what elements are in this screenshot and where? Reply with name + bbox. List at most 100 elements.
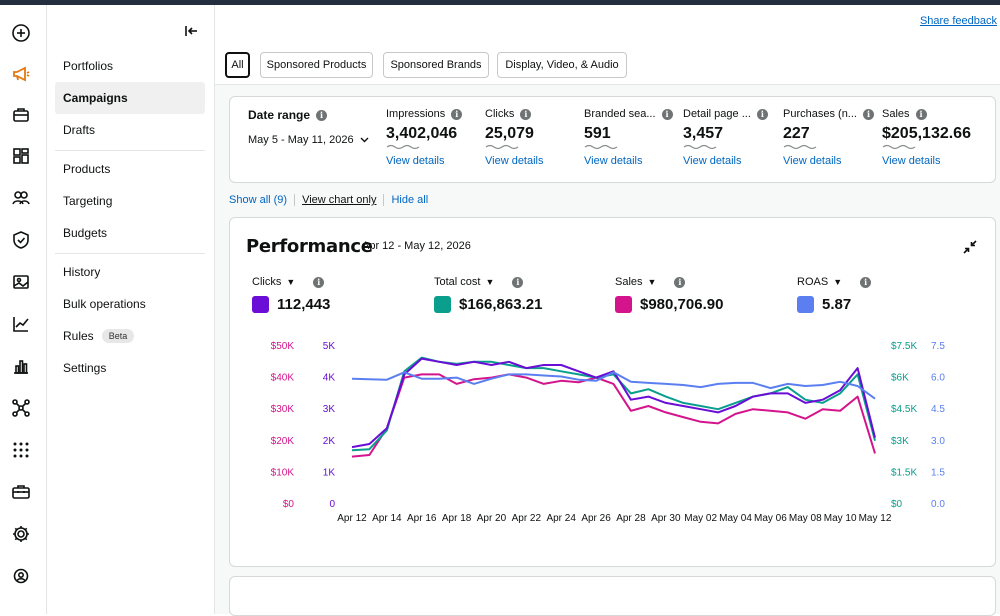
metric-label: Purchases (n... [783,108,857,120]
sidebar-divider [55,150,205,151]
sidebar-item-settings[interactable]: Settings [63,361,107,375]
x-axis-tick: May 08 [789,513,822,524]
perf-metric-clicks[interactable]: Clicks ▼ i 112,443 [252,276,330,313]
sidebar-item-campaigns[interactable]: Campaigns [55,82,205,114]
x-axis-tick: Apr 22 [512,513,542,524]
shield-icon[interactable] [10,229,32,251]
sidebar-item-budgets[interactable]: Budgets [63,226,108,240]
info-icon[interactable]: i [915,108,927,120]
sales-axis-tick: $40K [271,373,295,384]
tab-sponsored-products[interactable]: Sponsored Products [260,52,373,78]
view-details-link[interactable]: View details [386,155,445,167]
grid-icon[interactable] [10,145,32,167]
metric-label: Sales [882,108,910,120]
x-axis-tick: May 04 [719,513,752,524]
roas-axis-tick: 1.5 [931,467,945,478]
sparkline-icon [783,144,817,150]
view-details-link[interactable]: View details [783,155,842,167]
megaphone-icon[interactable] [10,63,32,85]
metric-value: 3,402,046 [386,125,458,142]
view-details-link[interactable]: View details [882,155,941,167]
perf-metric-roas[interactable]: ROAS ▼ i 5.87 [797,276,872,313]
briefcase-icon[interactable] [10,104,32,126]
info-icon[interactable]: i [520,108,532,120]
sidebar-item-history[interactable]: History [63,265,101,279]
collapse-chart-icon[interactable] [963,240,977,254]
hide-all-link[interactable]: Hide all [391,194,429,206]
x-axis-tick: May 12 [859,513,892,524]
roas-axis-tick: 6.0 [931,373,945,384]
clicks-axis-tick: 0 [329,499,335,510]
info-icon[interactable]: i [451,108,463,120]
metric-label: Clicks [485,108,515,120]
date-range-label: Date range [248,108,311,122]
image-icon[interactable] [10,271,32,293]
metric-branded-searches: Branded sea... i 591 View details [584,108,673,167]
share-feedback-link[interactable]: Share feedback [919,15,997,27]
x-axis-tick: Apr 26 [581,513,611,524]
series-swatch [252,296,269,313]
clicks-axis-tick: 1K [323,467,336,478]
plus-circle-icon[interactable] [10,22,32,44]
sidebar-item-targeting[interactable]: Targeting [63,194,113,208]
info-icon[interactable]: i [661,108,673,120]
bar-chart-icon[interactable] [10,355,32,377]
info-icon[interactable]: i [860,276,872,288]
sidebar-item-bulk-operations[interactable]: Bulk operations [63,297,146,311]
view-details-link[interactable]: View details [485,155,544,167]
tab-sponsored-brands[interactable]: Sponsored Brands [383,52,489,78]
sidebar-item-rules[interactable]: Rules Beta [55,320,205,352]
view-chart-only-link[interactable]: View chart only [302,194,377,206]
trend-icon[interactable] [10,313,32,335]
x-axis-tick: Apr 14 [372,513,402,524]
show-all-link[interactable]: Show all (9) [229,194,288,206]
sidebar-item-products[interactable]: Products [63,162,111,176]
tab-all[interactable]: All [225,52,250,78]
metric-visibility-links: Show all (9) View chart only Hide all [229,194,428,206]
header-strip: Share feedback [215,5,1000,41]
network-icon[interactable] [10,397,32,419]
sidebar-divider [55,253,205,254]
gear-icon[interactable] [10,523,32,545]
perf-metric-label: Sales [615,276,643,288]
cost-axis-tick: $3K [891,436,909,447]
cost-axis-tick: $4.5K [891,404,917,415]
users-gear-icon[interactable] [10,565,32,587]
performance-card: Performance Apr 12 - May 12, 2026 Clicks… [229,217,996,567]
beta-badge: Beta [101,329,135,343]
tab-display-video-audio[interactable]: Display, Video, & Audio [497,52,627,78]
perf-metric-total-cost[interactable]: Total cost ▼ i $166,863.21 [434,276,542,313]
toolbox-icon[interactable] [10,481,32,503]
view-details-link[interactable]: View details [683,155,742,167]
sidebar-item-drafts[interactable]: Drafts [63,123,96,137]
collapse-sidebar-icon[interactable] [183,23,199,39]
metric-clicks: Clicks i 25,079 View details [485,108,544,167]
x-axis-tick: May 10 [824,513,857,524]
dots-grid-icon[interactable] [10,439,32,461]
metric-value: $205,132.66 [882,125,971,142]
x-axis-tick: Apr 28 [616,513,646,524]
sidebar-item-portfolios[interactable]: Portfolios [63,59,114,73]
x-axis-tick: May 06 [754,513,787,524]
series-line-sales [351,373,876,458]
people-icon[interactable] [10,187,32,209]
date-range-picker[interactable]: Date range i May 5 - May 11, 2026 [248,108,369,146]
info-icon[interactable]: i [674,276,686,288]
icon-rail [0,5,47,614]
main-content: Share feedback All Sponsored Products Sp… [215,5,1000,616]
cost-axis-tick: $7.5K [891,341,917,352]
perf-metric-value: $980,706.90 [640,296,724,313]
info-icon[interactable]: i [756,108,768,120]
link-separator [294,194,296,206]
clicks-axis-tick: 5K [323,341,336,352]
performance-date-range: Apr 12 - May 12, 2026 [362,240,471,252]
sales-axis-tick: $20K [271,436,295,447]
info-icon[interactable]: i [316,109,328,121]
perf-metric-sales[interactable]: Sales ▼ i $980,706.90 [615,276,723,313]
view-details-link[interactable]: View details [584,155,643,167]
info-icon[interactable]: i [512,276,524,288]
performance-title: Performance [246,236,373,257]
info-icon[interactable]: i [313,276,325,288]
chevron-down-icon: ▼ [647,277,657,287]
info-icon[interactable]: i [862,108,874,120]
